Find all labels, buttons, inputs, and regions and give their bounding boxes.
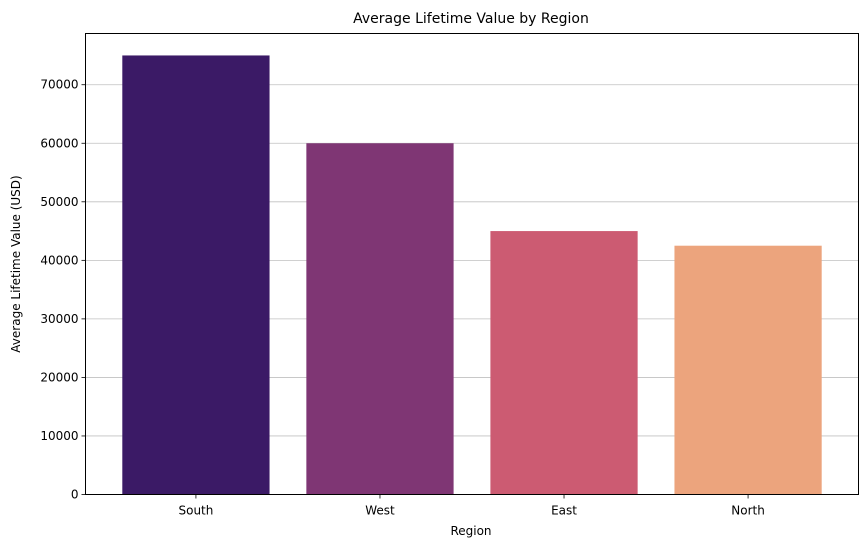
y-tick-label: 10000 <box>40 429 78 443</box>
y-tick-label: 30000 <box>40 312 78 326</box>
y-tick-label: 0 <box>71 488 79 502</box>
plot-frame <box>85 33 859 495</box>
bar-east <box>490 231 638 495</box>
x-tick-label-east: East <box>551 504 577 518</box>
y-tick-label: 70000 <box>40 78 78 92</box>
bars <box>122 55 822 495</box>
x-tick-label-north: North <box>731 504 765 518</box>
bar-south <box>122 55 270 495</box>
x-tick-label-south: South <box>178 504 213 518</box>
y-axis-label: Average Lifetime Value (USD) <box>9 175 23 352</box>
x-tick-label-west: West <box>365 504 395 518</box>
y-tick-label: 60000 <box>40 136 78 150</box>
bar-north <box>674 245 822 495</box>
y-tick-label: 40000 <box>40 253 78 267</box>
x-axis-ticks: South West East North <box>178 494 765 518</box>
bar-west <box>306 143 454 495</box>
chart-title: Average Lifetime Value by Region <box>353 11 589 27</box>
y-axis-ticks: 0 10000 20000 30000 40000 50000 60000 70000 <box>40 78 86 502</box>
y-tick-label: 20000 <box>40 370 78 384</box>
x-axis-label: Region <box>450 524 491 538</box>
y-tick-label: 50000 <box>40 195 78 209</box>
